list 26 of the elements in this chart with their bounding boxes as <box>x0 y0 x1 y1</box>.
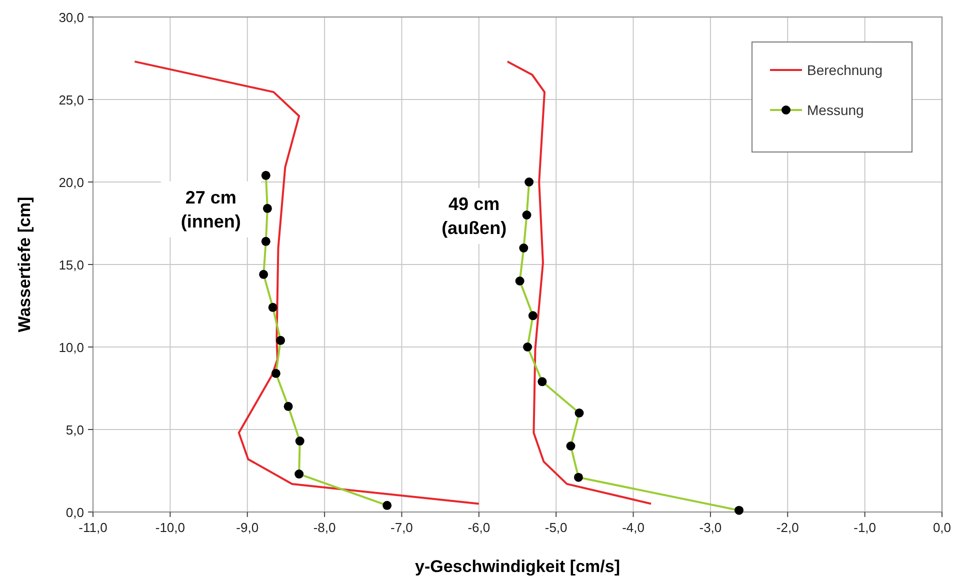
x-tick-label: 0,0 <box>932 520 952 535</box>
x-tick-label: -1,0 <box>854 520 876 535</box>
x-tick-label: -5,0 <box>544 520 568 535</box>
annotation: 49 cm (außen) <box>442 194 507 238</box>
y-tick-label: 0,0 <box>66 505 84 520</box>
x-tick-label: -4,0 <box>622 520 644 535</box>
x-tick-label: -6,0 <box>468 520 490 535</box>
x-tick-label: -3,0 <box>699 520 722 535</box>
legend-label: Messung <box>807 102 864 118</box>
x-tick-label: -8,0 <box>313 520 336 535</box>
x-tick-label: -11,0 <box>78 520 108 535</box>
y-tick-label: 25,0 <box>58 92 84 108</box>
x-tick-label: -9,0 <box>236 520 259 535</box>
y-tick-label: 10,0 <box>58 340 84 355</box>
x-axis-title: y-Geschwindigkeit [cm/s] <box>415 557 620 576</box>
y-tick-label: 20,0 <box>58 175 84 190</box>
y-tick-label: 5,0 <box>66 422 84 438</box>
x-tick-label: -10,0 <box>155 520 185 535</box>
y-axis-title: Wassertiefe [cm] <box>15 196 34 332</box>
x-tick-label: -7,0 <box>390 520 413 535</box>
line-series <box>506 60 652 505</box>
legend-label: Berechnung <box>807 62 883 78</box>
x-tick-label: -2,0 <box>776 520 799 535</box>
annotation: 27 cm (innen) <box>180 187 241 232</box>
y-tick-label: 15,0 <box>58 258 84 272</box>
y-tick-label: 30,0 <box>58 10 84 25</box>
